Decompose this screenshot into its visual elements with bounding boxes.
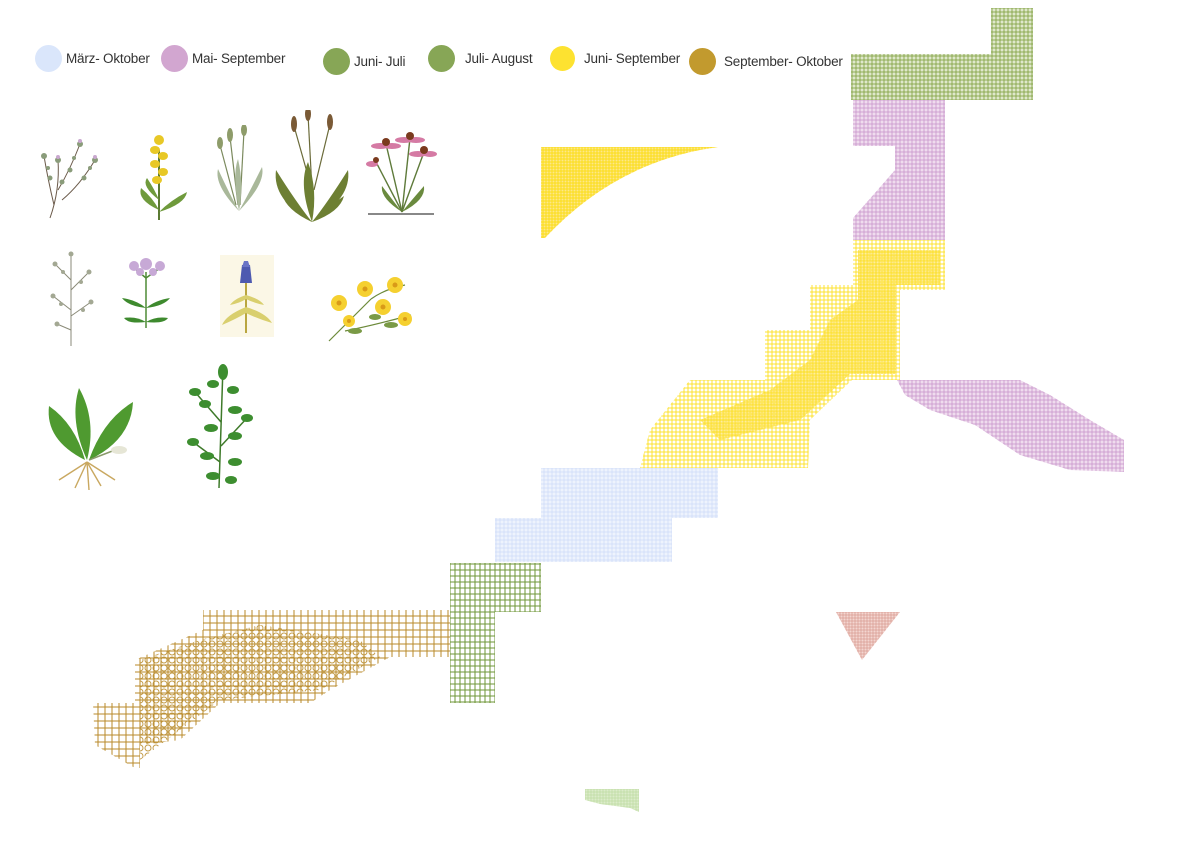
legend-item-september-oktober: September- Oktober [689,48,843,75]
zone-marz-oktober [495,468,718,562]
zone-juni-september-core [700,250,940,440]
legend-swatch [550,46,575,71]
legend-label: März- Oktober [66,51,150,66]
legend-swatch [161,45,188,72]
legend-label: September- Oktober [724,54,843,69]
zone-juni-september-triangle [541,147,718,238]
leafy-herb-illustration [187,364,253,489]
zone-juli-august-top [851,8,1033,100]
zone-light-green-patch [585,789,639,812]
zone-juni-juli [450,563,541,703]
gentian-illustration [220,255,274,337]
legend-swatch [689,48,716,75]
legend-swatch [323,48,350,75]
legend-item-juli-august: Juli- August [428,45,533,72]
legend-label: Juli- August [465,51,533,66]
broadleaf-plantain-illustration [48,388,133,491]
thyme-illustration [41,139,98,219]
st-johns-wort-illustration [328,277,412,342]
narrow-leaf-plantain-illustration [217,125,263,211]
wormwood-illustration [50,251,94,346]
legend-swatch [35,45,62,72]
zone-mai-september-column [853,100,945,240]
legend-label: Juni- September [584,51,681,66]
ribwort-plantain-illustration [275,110,349,222]
echinacea-illustration [366,132,437,215]
yellow-spike-flower-illustration [140,135,187,220]
zone-september-oktober-circles [140,625,380,760]
legend-swatch [428,45,455,72]
legend-item-mai-september: Mai- September [161,45,285,72]
legend-item-juni-juli: Juni- Juli [323,48,405,75]
zone-salmon-triangle [836,612,900,660]
valerian-illustration [122,258,170,328]
zone-mai-september-wedge [897,380,1124,472]
legend-item-marz-oktober: März- Oktober [35,45,150,72]
legend-label: Mai- September [192,51,286,66]
legend-label: Juni- Juli [354,54,406,69]
legend-item-juni-september: Juni- September [550,46,680,71]
